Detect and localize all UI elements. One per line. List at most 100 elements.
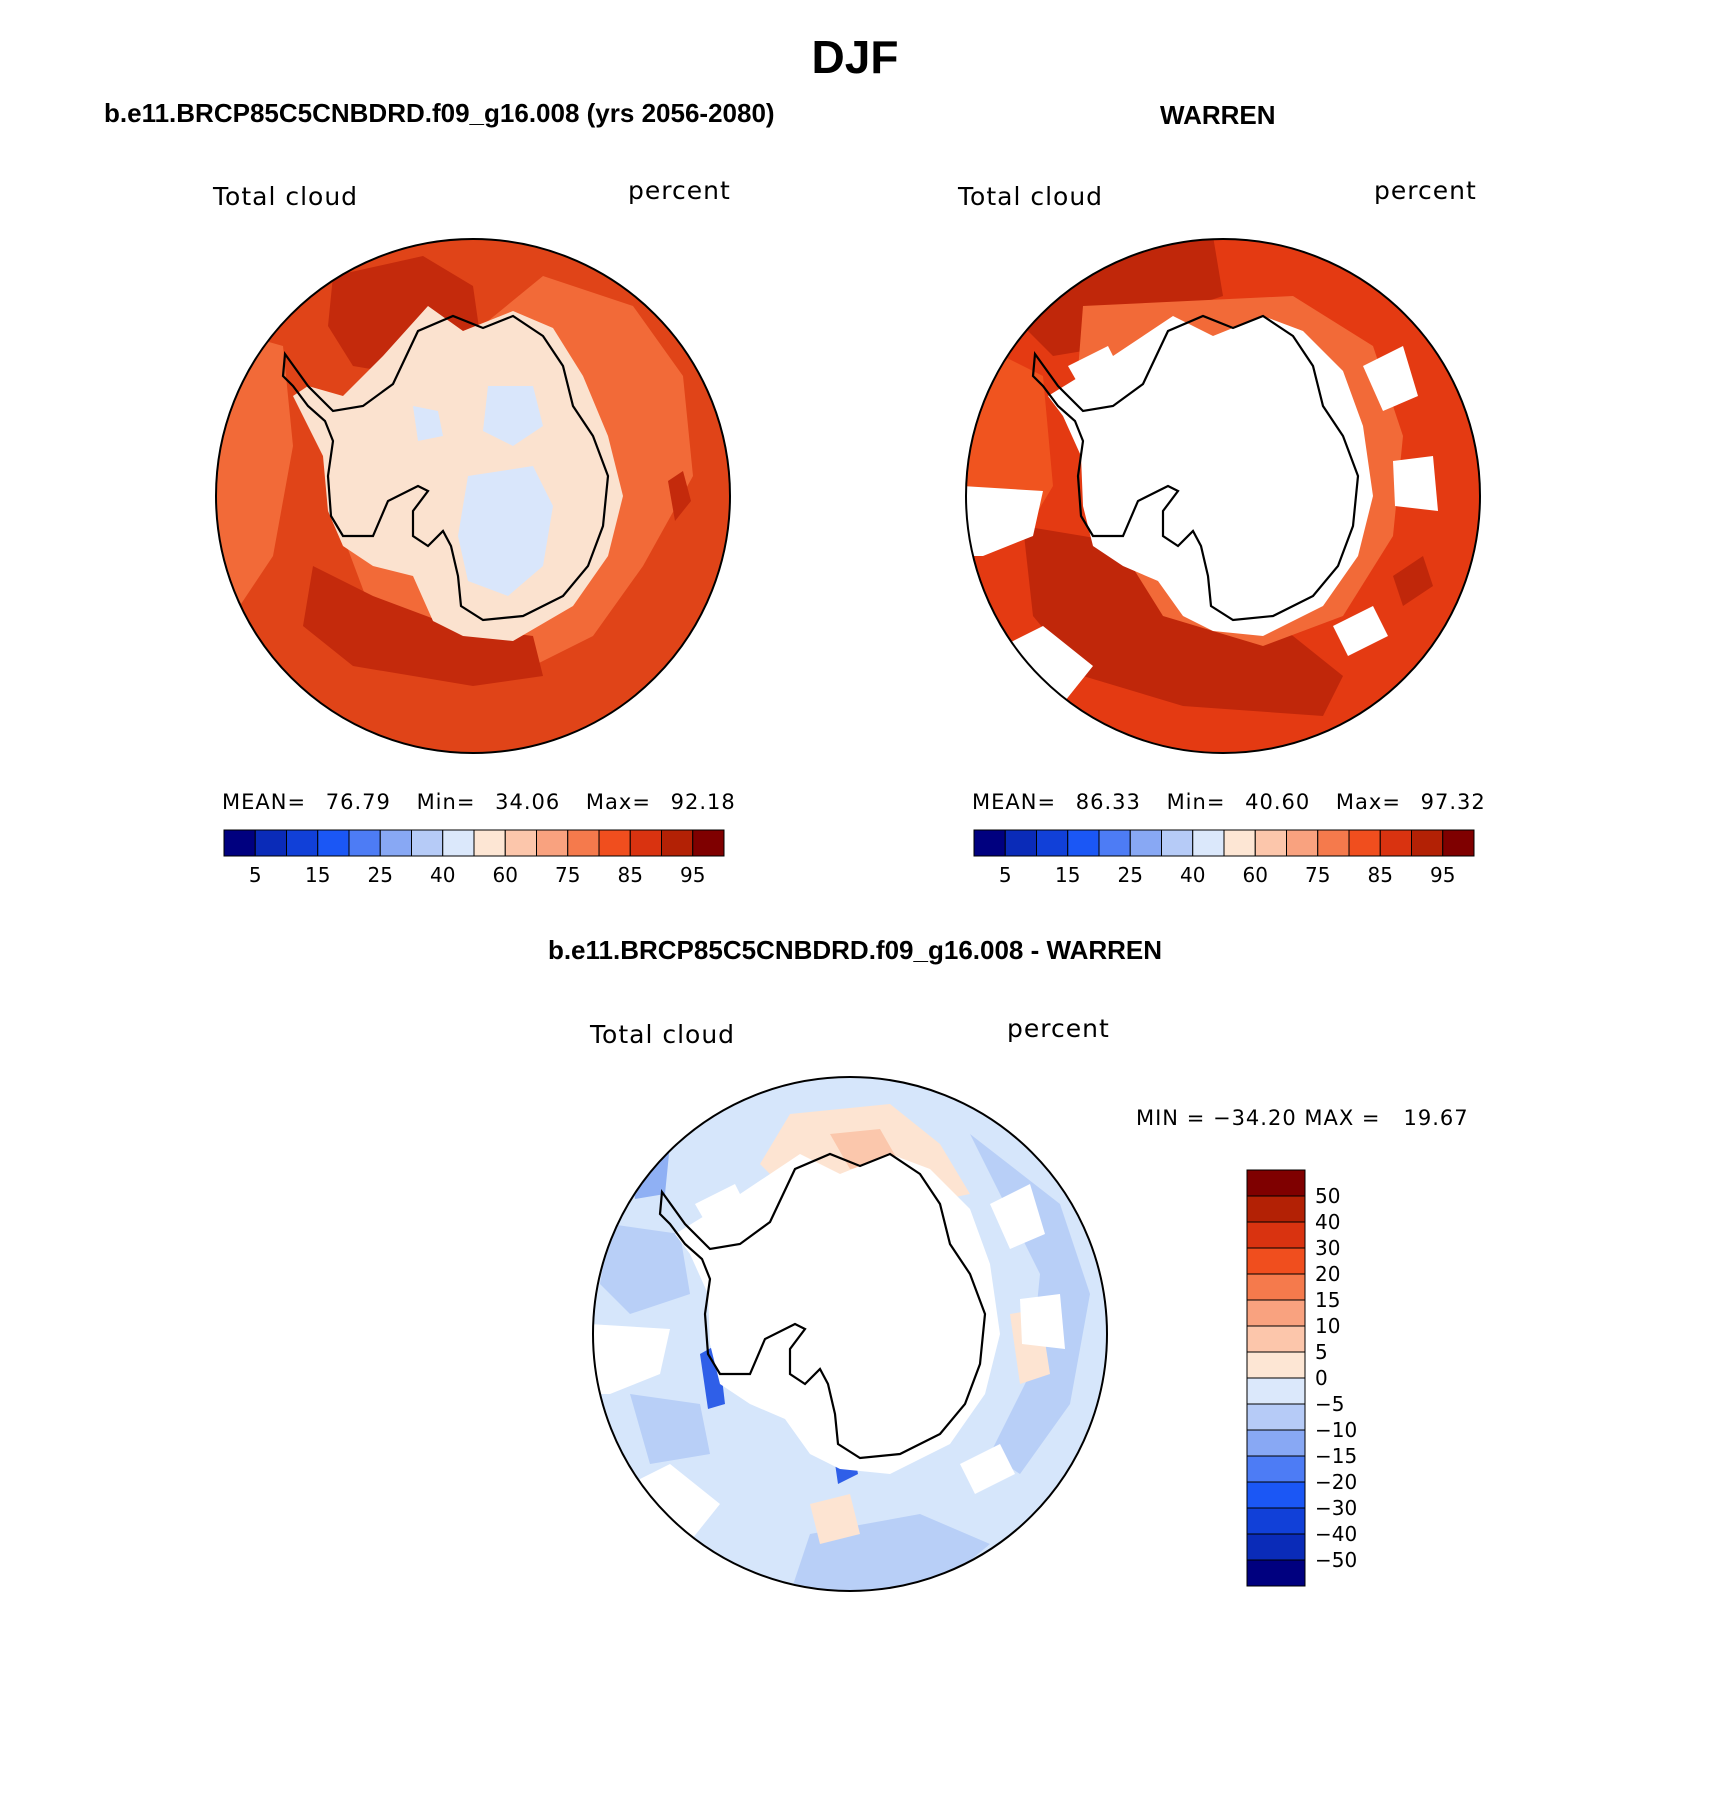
panel-c-colorbar-box	[1246, 1533, 1306, 1561]
panel-a-heading: b.e11.BRCP85C5CNBDRD.f09_g16.008 (yrs 20…	[104, 98, 775, 128]
panel-a-colorbar-box	[692, 829, 725, 857]
panel-b-colorbar-box	[1286, 829, 1319, 857]
panel-a-map-border	[215, 238, 731, 754]
panel-a-colorbar: 5 15 25 40 60 75 85 95	[223, 829, 725, 887]
panel-a-colorbar-box	[598, 829, 631, 857]
panel-c-missing-4	[1020, 1294, 1065, 1349]
panel-b-colorbar-tick-label: 25	[1118, 863, 1143, 887]
panel-c-colorbar-tick-label: 5	[1315, 1340, 1328, 1364]
panel-a-ice-blue-3	[413, 406, 443, 441]
panel-a-colorbar-tick-label: 85	[618, 863, 643, 887]
panel-c-missing-3	[990, 1184, 1045, 1249]
panel-a-mean-label: MEAN=	[222, 790, 307, 814]
panel-c-colorbar-box	[1246, 1273, 1306, 1301]
panel-c-colorbar-tick-label: 15	[1315, 1288, 1340, 1312]
panel-a-max-value: 92.18	[670, 790, 736, 814]
panel-b-colorbar-box	[1442, 829, 1475, 857]
panel-c-missing-1	[593, 1324, 670, 1394]
panel-b-stats: MEAN= 86.33 Min= 40.60 Max= 97.32	[972, 790, 1486, 814]
panel-a-map	[215, 238, 731, 754]
panel-a-ice-blue-1	[458, 466, 553, 596]
panel-c-colorbar-box	[1246, 1377, 1306, 1405]
panel-b-coastline	[1031, 314, 1360, 622]
panel-c-map	[592, 1076, 1108, 1592]
panel-b-missing-4	[1393, 456, 1438, 511]
panel-b-colorbar-box	[1317, 829, 1350, 857]
panel-b-colorbar-box	[1411, 829, 1444, 857]
panel-a-colorbar-box	[379, 829, 412, 857]
panel-b-missing-3	[1363, 346, 1418, 411]
panel-a-colorbar-tick-label: 95	[680, 863, 705, 887]
panel-c-field-mid-3	[600, 1224, 690, 1314]
panel-b-left-label: Total cloud	[958, 182, 1104, 211]
panel-a-colorbar-tick-label: 60	[493, 863, 518, 887]
panel-c-colorbar-tick-label: −5	[1315, 1392, 1344, 1416]
panel-a-stats: MEAN= 76.79 Min= 34.06 Max= 92.18	[222, 790, 736, 814]
panel-c-colorbar-box	[1246, 1559, 1306, 1587]
panel-a-min-value: 34.06	[495, 790, 561, 814]
panel-c-minmax: MIN = −34.20 MAX = 19.67	[1136, 1106, 1469, 1130]
panel-b-min-value: 40.60	[1245, 790, 1311, 814]
panel-b-heading: WARREN	[1160, 100, 1276, 130]
panel-b-field-dark-3	[1393, 556, 1433, 606]
panel-b-colorbar-box	[1004, 829, 1037, 857]
panel-b-missing-5	[1333, 606, 1388, 656]
panel-b-missing-1	[966, 486, 1043, 556]
panel-c-colorbar-tick-label: −10	[1315, 1418, 1357, 1442]
panel-a-field-light-band	[216, 326, 293, 656]
panel-b-colorbar-box	[1067, 829, 1100, 857]
panel-b-right-label: percent	[1374, 176, 1477, 205]
panel-c-colorbar-box	[1246, 1455, 1306, 1483]
panel-b-colorbar-tick-label: 40	[1180, 863, 1205, 887]
panel-c-colorbar-tick-label: 40	[1315, 1210, 1340, 1234]
panel-b-colorbar-box	[1098, 829, 1131, 857]
panel-c-colorbar-box	[1246, 1247, 1306, 1275]
panel-a-coastline	[281, 314, 610, 622]
panel-a-left-label: Total cloud	[213, 182, 359, 211]
panel-c-colorbar-tick-label: 50	[1315, 1184, 1340, 1208]
panel-a-colorbar-box	[567, 829, 600, 857]
panel-c-continent-white	[675, 1154, 1000, 1474]
panel-c-colorbar-tick-label: −30	[1315, 1496, 1357, 1520]
panel-a-colorbar-tick-label: 15	[305, 863, 330, 887]
panel-b-mean-value: 86.33	[1075, 790, 1141, 814]
panel-a-max-label: Max=	[585, 790, 651, 814]
panel-c-left-label: Total cloud	[590, 1020, 736, 1049]
panel-a-colorbar-box	[286, 829, 319, 857]
panel-c-colorbar-tick-label: 30	[1315, 1236, 1340, 1260]
panel-a-colorbar-box	[661, 829, 694, 857]
panel-c-colorbar-box	[1246, 1403, 1306, 1431]
panel-a-ice-blue-2	[483, 386, 543, 446]
panel-b-map-border	[965, 238, 1481, 754]
panel-c-field-mid-1	[970, 1134, 1090, 1474]
panel-c-colorbar-tick-label: −50	[1315, 1548, 1357, 1572]
panel-b-colorbar-box	[1129, 829, 1162, 857]
panel-c-map-border	[592, 1076, 1108, 1592]
panel-c-colorbar-box	[1246, 1507, 1306, 1535]
panel-c-colorbar-box	[1246, 1325, 1306, 1353]
panel-c-colorbar-box	[1246, 1221, 1306, 1249]
panel-c-colorbar-tick-label: 20	[1315, 1262, 1340, 1286]
panel-b-colorbar-tick-label: 15	[1055, 863, 1080, 887]
panel-a-colorbar-box	[442, 829, 475, 857]
panel-c-colorbar-box	[1246, 1351, 1306, 1379]
panel-c-missing-6	[695, 1184, 755, 1239]
panel-a-colorbar-box	[473, 829, 506, 857]
panel-b-colorbar-tick-label: 95	[1430, 863, 1455, 887]
panel-b-colorbar-tick-label: 85	[1368, 863, 1393, 887]
panel-c-field-pos-4	[810, 1494, 860, 1544]
panel-b-colorbar-box	[1192, 829, 1225, 857]
panel-c-colorbar-tick-label: −40	[1315, 1522, 1357, 1546]
panel-b-max-label: Max=	[1335, 790, 1401, 814]
panel-a-colorbar-box	[629, 829, 662, 857]
panel-c-coastline	[658, 1152, 987, 1460]
panel-a-field-dark-3	[668, 471, 691, 521]
panel-c-right-label: percent	[1007, 1014, 1110, 1043]
panel-c-field-mid-4	[630, 1394, 710, 1464]
panel-b-colorbar-tick-label: 60	[1243, 863, 1268, 887]
panel-c-colorbar-box	[1246, 1169, 1306, 1197]
panel-a-colorbar-tick-label: 5	[249, 863, 262, 887]
panel-a-colorbar-tick-label: 75	[555, 863, 580, 887]
panel-c-colorbar-tick-label: −15	[1315, 1444, 1357, 1468]
